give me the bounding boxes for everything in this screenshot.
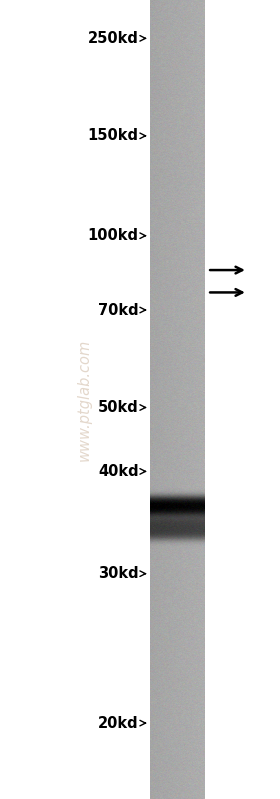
- Text: 100kd: 100kd: [88, 229, 139, 243]
- Text: 20kd: 20kd: [98, 716, 139, 730]
- Text: www.ptglab.com: www.ptglab.com: [76, 338, 92, 461]
- Text: 40kd: 40kd: [98, 464, 139, 479]
- Text: 250kd: 250kd: [88, 31, 139, 46]
- Text: 70kd: 70kd: [98, 303, 139, 317]
- Text: 30kd: 30kd: [98, 566, 139, 581]
- Text: 150kd: 150kd: [88, 129, 139, 143]
- Text: 50kd: 50kd: [98, 400, 139, 415]
